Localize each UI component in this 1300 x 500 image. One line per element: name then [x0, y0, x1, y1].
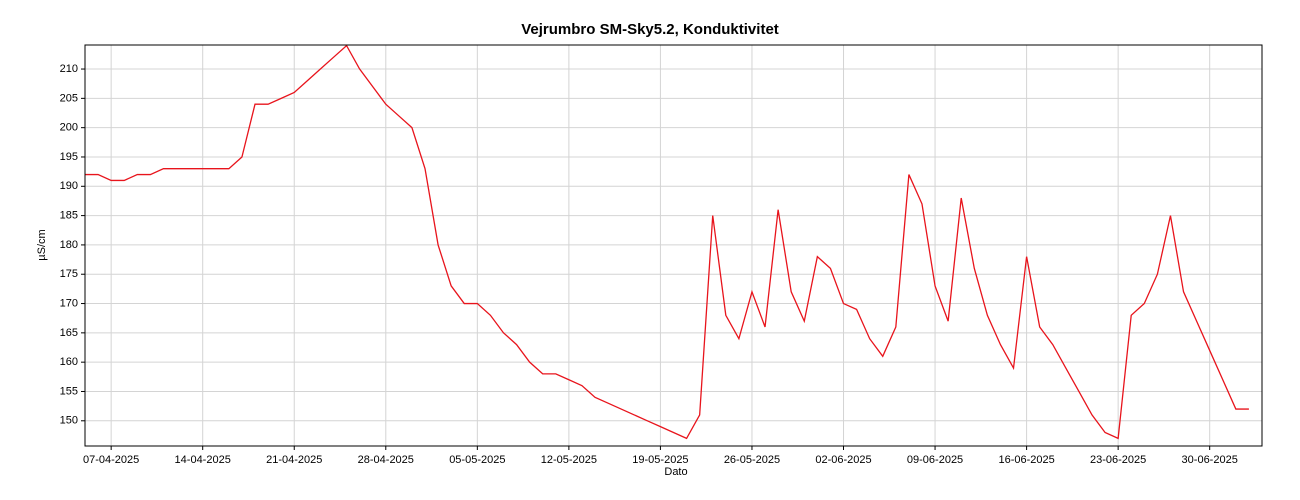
x-tick-label: 30-06-2025: [1182, 454, 1238, 466]
chart-title: Vejrumbro SM-Sky5.2, Konduktivitet: [521, 21, 779, 38]
y-tick-label: 180: [60, 239, 78, 251]
y-tick-label: 205: [60, 92, 78, 104]
x-tick-label: 26-05-2025: [724, 454, 780, 466]
x-tick-label: 07-04-2025: [83, 454, 139, 466]
x-tick-label: 28-04-2025: [358, 454, 414, 466]
y-tick-label: 175: [60, 268, 78, 280]
y-tick-label: 195: [60, 151, 78, 163]
x-tick-label: 23-06-2025: [1090, 454, 1146, 466]
y-axis-label: µS/cm: [36, 229, 48, 260]
x-tick-label: 16-06-2025: [998, 454, 1054, 466]
y-tick-label: 155: [60, 385, 78, 397]
y-tick-label: 185: [60, 210, 78, 222]
y-tick-label: 200: [60, 122, 78, 134]
x-tick-label: 14-04-2025: [175, 454, 231, 466]
x-axis-label: Dato: [664, 466, 687, 478]
y-tick-label: 150: [60, 415, 78, 427]
x-tick-label: 02-06-2025: [815, 454, 871, 466]
y-tick-label: 165: [60, 327, 78, 339]
x-tick-label: 19-05-2025: [632, 454, 688, 466]
x-tick-label: 12-05-2025: [541, 454, 597, 466]
plot-frame: [84, 44, 1263, 447]
y-tick-label: 210: [60, 63, 78, 75]
x-tick-label: 09-06-2025: [907, 454, 963, 466]
y-tick-label: 160: [60, 356, 78, 368]
x-tick-label: 21-04-2025: [266, 454, 322, 466]
x-tick-label: 05-05-2025: [449, 454, 505, 466]
y-tick-label: 170: [60, 297, 78, 309]
data-line: [85, 44, 1249, 440]
y-tick-label: 190: [60, 180, 78, 192]
